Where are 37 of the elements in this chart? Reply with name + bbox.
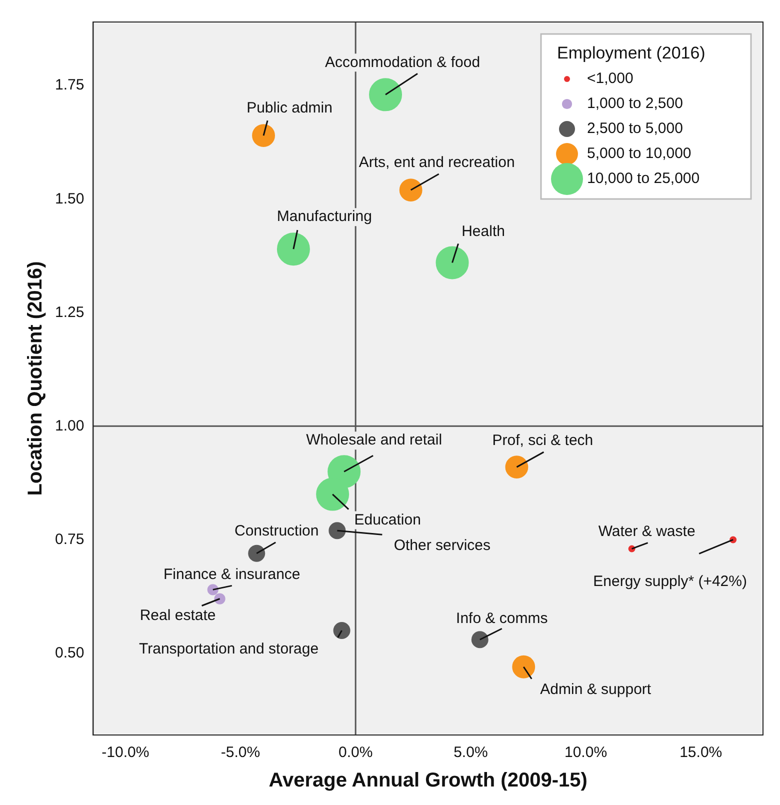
y-tick-label: 1.25 bbox=[54, 304, 84, 321]
annotation: Energy supply* (+42%) bbox=[593, 572, 747, 590]
x-tick-label: 10.0% bbox=[564, 744, 608, 762]
annotation: Water & waste bbox=[598, 522, 696, 540]
x-tick-label: 5.0% bbox=[454, 744, 488, 762]
legend-title: Employment (2016) bbox=[557, 44, 706, 63]
annotation: Wholesale and retail bbox=[306, 432, 442, 449]
x-axis-title: Average Annual Growth (2009-15) bbox=[268, 770, 588, 792]
annotation: Other services bbox=[394, 536, 491, 554]
legend-label: <1,000 bbox=[587, 70, 634, 88]
y-tick-label: 1.75 bbox=[54, 76, 84, 94]
legend-label: 1,000 to 2,500 bbox=[587, 95, 683, 112]
y-tick-label: 1.50 bbox=[54, 190, 84, 208]
annotation: Info & comms bbox=[456, 610, 548, 627]
annotation: Finance & insurance bbox=[164, 566, 300, 583]
annotation: Public admin bbox=[246, 100, 332, 117]
y-tick-label: 0.50 bbox=[54, 644, 84, 662]
annotation: Real estate bbox=[140, 606, 216, 624]
y-tick-label: 1.00 bbox=[54, 417, 84, 434]
annotation: Prof, sci & tech bbox=[492, 432, 594, 450]
x-tick-label: -10.0% bbox=[102, 744, 150, 762]
legend-label: 2,500 to 5,000 bbox=[587, 120, 683, 138]
legend-label: 5,000 to 10,000 bbox=[587, 145, 692, 162]
x-tick-label: 15.0% bbox=[680, 744, 722, 762]
annotation: Construction bbox=[234, 522, 319, 540]
annotation: Accommodation & food bbox=[324, 54, 480, 71]
annotation: Admin & support bbox=[540, 681, 652, 698]
y-tick-label: 0.75 bbox=[54, 530, 84, 548]
annotation: Education bbox=[354, 511, 421, 528]
x-tick-label: 0.0% bbox=[338, 744, 373, 762]
annotation: Arts, ent and recreation bbox=[358, 154, 515, 172]
legend-label: 10,000 to 25,000 bbox=[587, 170, 700, 188]
annotation: Transportation and storage bbox=[139, 640, 319, 658]
x-tick-label: -5.0% bbox=[220, 744, 260, 762]
annotation: Health bbox=[462, 222, 505, 240]
annotation: Manufacturing bbox=[276, 208, 372, 226]
y-axis-title: Location Quotient (2016) bbox=[24, 261, 47, 496]
